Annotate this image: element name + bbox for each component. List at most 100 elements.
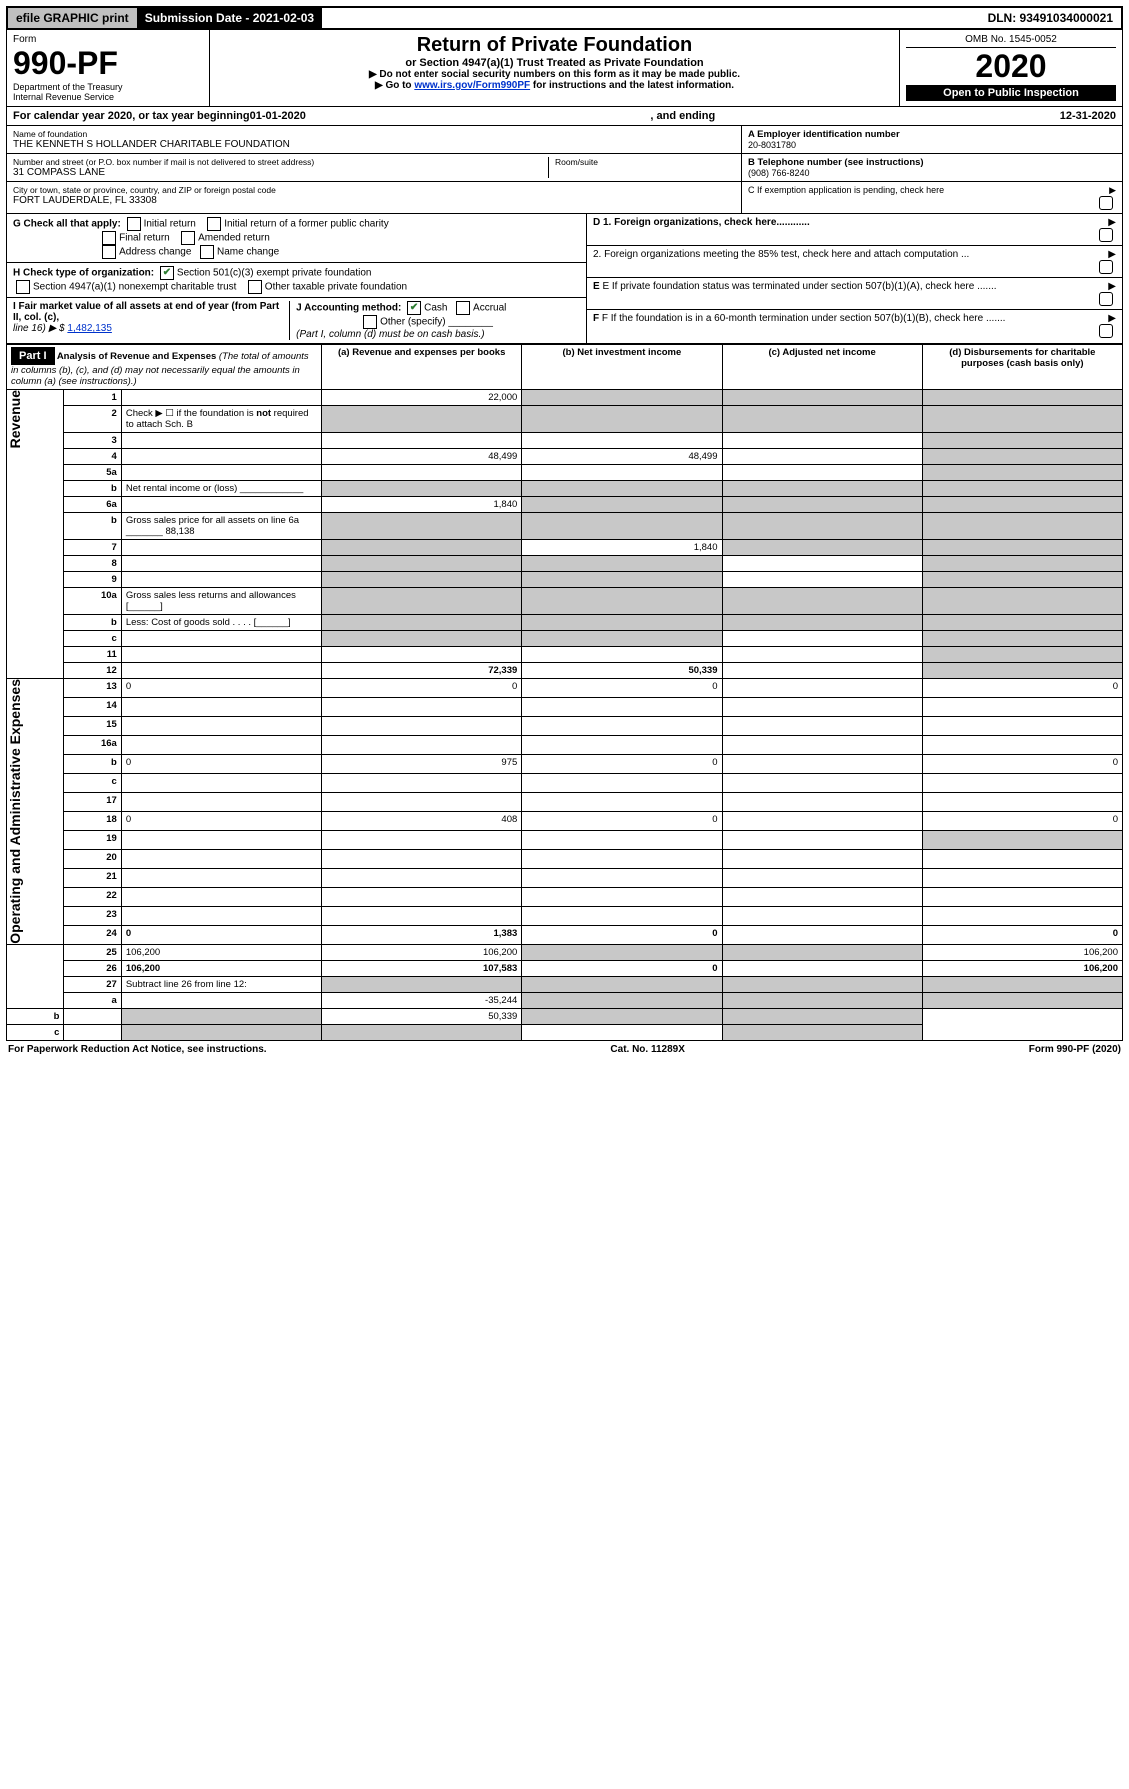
- col-b-value: [522, 992, 722, 1008]
- col-b-value: [522, 433, 722, 449]
- row-description: 106,200: [121, 944, 321, 960]
- col-d-value: [922, 647, 1122, 663]
- col-a-value: [322, 887, 522, 906]
- initial-return-checkbox[interactable]: [127, 217, 141, 231]
- col-c-value: [722, 449, 922, 465]
- row-number: 14: [64, 697, 121, 716]
- row-number: 21: [64, 868, 121, 887]
- irs-link[interactable]: www.irs.gov/Form990PF: [414, 80, 530, 91]
- f-checkbox[interactable]: [1099, 324, 1113, 338]
- col-c-value: [722, 906, 922, 925]
- name-change-checkbox[interactable]: [200, 245, 214, 259]
- col-d-value: [922, 976, 1122, 992]
- amended-return-checkbox[interactable]: [181, 231, 195, 245]
- h-opt-501c3: Section 501(c)(3) exempt private foundat…: [177, 268, 372, 279]
- part1-table: Part I Analysis of Revenue and Expenses …: [6, 344, 1123, 1041]
- col-c-value: [722, 572, 922, 588]
- row-description: Net rental income or (loss) ____________: [121, 481, 321, 497]
- col-b-value: [522, 465, 722, 481]
- col-a-value: [322, 697, 522, 716]
- submission-date-label: Submission Date - 2021-02-03: [137, 8, 322, 28]
- col-b-value: [522, 830, 722, 849]
- page-footer: For Paperwork Reduction Act Notice, see …: [6, 1041, 1123, 1058]
- col-a-value: [322, 481, 522, 497]
- final-return-checkbox[interactable]: [102, 231, 116, 245]
- col-a-value: [322, 976, 522, 992]
- col-a-value: [322, 735, 522, 754]
- omb-number: OMB No. 1545-0052: [906, 34, 1116, 48]
- row-description: [121, 868, 321, 887]
- other-taxable-checkbox[interactable]: [248, 280, 262, 294]
- col-c-value: [722, 830, 922, 849]
- row-number: 18: [64, 811, 121, 830]
- col-d-value: [922, 631, 1122, 647]
- exemption-pending-checkbox[interactable]: [1099, 196, 1113, 210]
- ein-value: 20-8031780: [748, 140, 1116, 150]
- col-b-value: [522, 513, 722, 540]
- row-number: 2: [64, 406, 121, 433]
- col-b-value: 0: [522, 925, 722, 944]
- row-description: [121, 465, 321, 481]
- col-b-value: [522, 481, 722, 497]
- 501c3-checkbox[interactable]: ✔: [160, 266, 174, 280]
- row-description: [121, 449, 321, 465]
- form-number: 990-PF: [13, 45, 203, 82]
- col-a-value: [322, 615, 522, 631]
- g-opt-final: Final return: [119, 233, 170, 244]
- col-d-value: 106,200: [922, 960, 1122, 976]
- row-description: 0: [121, 925, 321, 944]
- table-row: 8: [7, 556, 1123, 572]
- table-row: 23: [7, 906, 1123, 925]
- row-description: [64, 1008, 121, 1024]
- col-c-value: [722, 631, 922, 647]
- table-row: 14: [7, 697, 1123, 716]
- e-checkbox[interactable]: [1099, 292, 1113, 306]
- cash-checkbox[interactable]: ✔: [407, 301, 421, 315]
- col-b-value: [522, 849, 722, 868]
- row-description: [121, 556, 321, 572]
- col-b-value: 0: [522, 960, 722, 976]
- col-c-value: [722, 925, 922, 944]
- col-d-value: [922, 830, 1122, 849]
- d2-checkbox[interactable]: [1099, 260, 1113, 274]
- col-a-value: 106,200: [322, 944, 522, 960]
- col-c-value: [722, 540, 922, 556]
- col-d-value: [922, 406, 1122, 433]
- 4947a1-checkbox[interactable]: [16, 280, 30, 294]
- table-row: 3: [7, 433, 1123, 449]
- d1-checkbox[interactable]: [1099, 228, 1113, 242]
- ein-label: A Employer identification number: [748, 129, 1116, 140]
- row-number: c: [64, 773, 121, 792]
- col-a-value: [322, 540, 522, 556]
- table-row: 27Subtract line 26 from line 12:: [7, 976, 1123, 992]
- col-d-value: [922, 663, 1122, 679]
- col-b-value: [522, 697, 722, 716]
- table-row: 11: [7, 647, 1123, 663]
- col-c-value: [722, 697, 922, 716]
- col-d-value: [922, 433, 1122, 449]
- row-description: [121, 716, 321, 735]
- col-c-value: [722, 992, 922, 1008]
- col-d-value: [922, 481, 1122, 497]
- i-label: I Fair market value of all assets at end…: [13, 301, 279, 323]
- instr-prefix: ▶ Go to: [375, 80, 414, 91]
- col-b-value: 50,339: [522, 663, 722, 679]
- col-d-value: 0: [922, 754, 1122, 773]
- tax-year: 2020: [906, 48, 1116, 85]
- form-word: Form: [13, 34, 203, 45]
- efile-print-button[interactable]: efile GRAPHIC print: [8, 8, 137, 28]
- j-cash: Cash: [424, 303, 447, 314]
- accrual-checkbox[interactable]: [456, 301, 470, 315]
- table-row: c: [7, 631, 1123, 647]
- col-b-value: [522, 792, 722, 811]
- row-description: Subtract line 26 from line 12:: [121, 976, 321, 992]
- address-change-checkbox[interactable]: [102, 245, 116, 259]
- col-c-value: [722, 868, 922, 887]
- col-c-value: [722, 663, 922, 679]
- initial-former-checkbox[interactable]: [207, 217, 221, 231]
- row-description: Gross sales less returns and allowances …: [121, 588, 321, 615]
- col-c-value: [722, 716, 922, 735]
- form-footer-label: Form 990-PF (2020): [1029, 1044, 1121, 1055]
- col-d-value: [922, 465, 1122, 481]
- other-method-checkbox[interactable]: [363, 315, 377, 329]
